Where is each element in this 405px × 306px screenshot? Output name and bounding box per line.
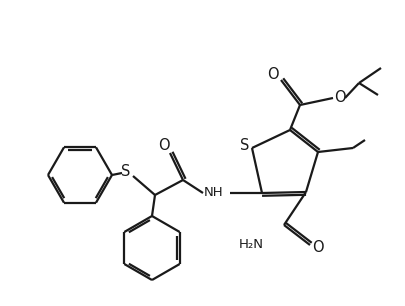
- Text: O: O: [158, 137, 170, 152]
- Text: NH: NH: [203, 186, 223, 200]
- Text: H₂N: H₂N: [239, 238, 264, 252]
- Text: O: O: [267, 66, 279, 81]
- Text: S: S: [240, 137, 250, 152]
- Text: O: O: [334, 89, 346, 105]
- Text: S: S: [122, 163, 131, 178]
- Text: O: O: [312, 240, 324, 255]
